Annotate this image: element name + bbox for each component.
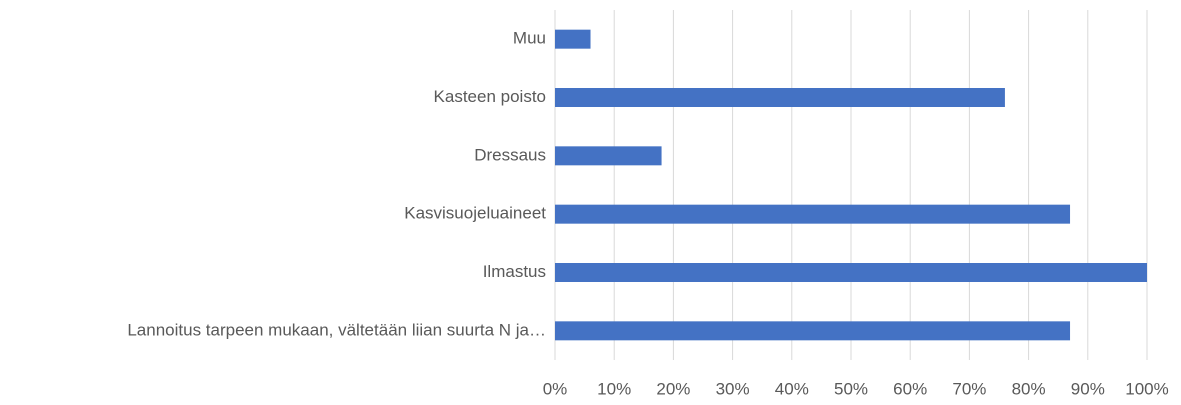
- bar: [555, 146, 662, 166]
- bar: [555, 88, 1005, 107]
- x-tick-label: 80%: [1012, 379, 1046, 398]
- y-tick-label: Dressaus: [474, 145, 546, 164]
- y-tick-label: Ilmastus: [483, 262, 546, 281]
- x-tick-label: 0%: [543, 379, 568, 398]
- x-tick-label: 10%: [597, 379, 631, 398]
- x-tick-label: 90%: [1071, 379, 1105, 398]
- bar: [555, 321, 1071, 341]
- x-tick-label: 50%: [834, 379, 868, 398]
- y-tick-label: Muu: [513, 29, 546, 48]
- bar: [555, 29, 591, 49]
- bar: [555, 263, 1147, 282]
- x-tick-label: 100%: [1125, 379, 1168, 398]
- y-tick-label: Kasteen poisto: [434, 87, 546, 106]
- x-tick-label: 70%: [952, 379, 986, 398]
- y-tick-label: Lannoitus tarpeen mukaan, vältetään liia…: [127, 320, 546, 339]
- y-tick-label: Kasvisuojeluaineet: [404, 204, 546, 223]
- bar: [555, 204, 1071, 224]
- x-tick-label: 60%: [893, 379, 927, 398]
- x-tick-label: 40%: [775, 379, 809, 398]
- x-tick-label: 30%: [716, 379, 750, 398]
- x-tick-label: 20%: [656, 379, 690, 398]
